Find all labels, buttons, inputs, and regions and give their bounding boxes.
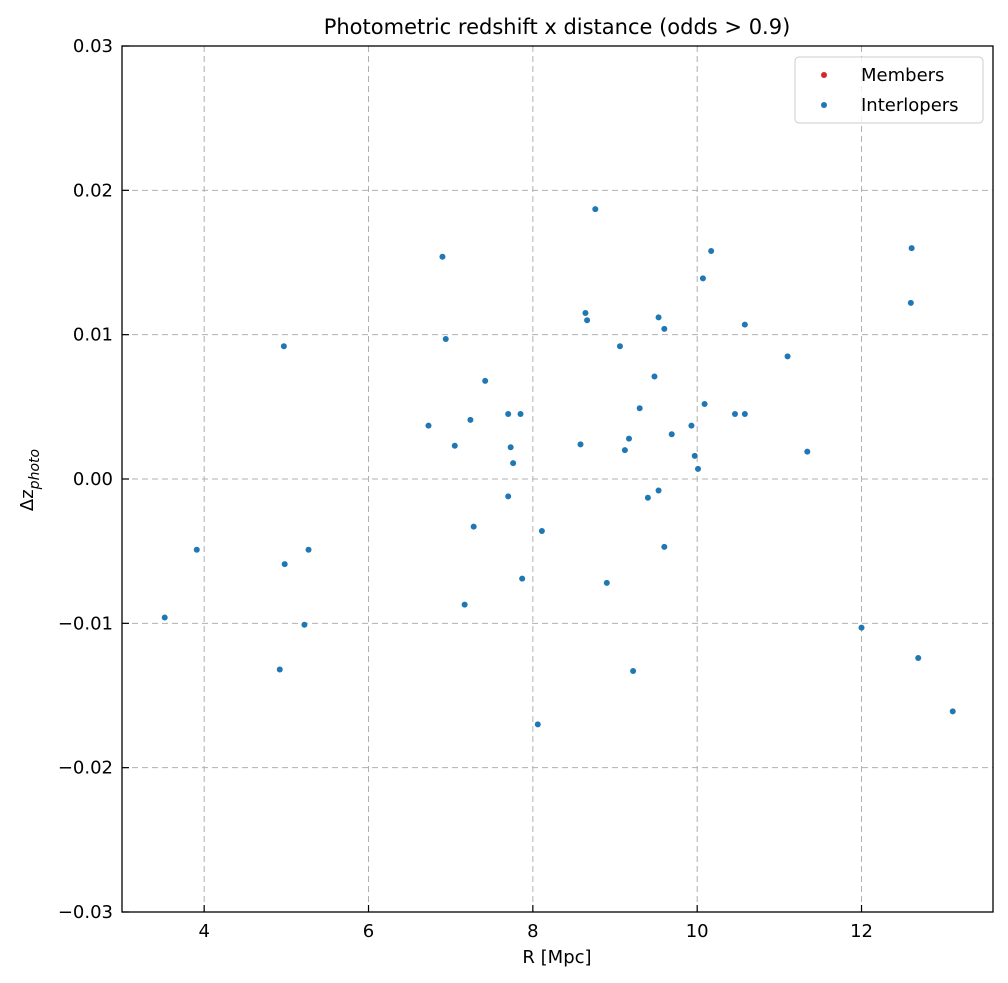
data-point-interlopers [699,275,706,282]
data-point-interlopers [603,579,610,586]
x-tick-label: 4 [198,921,209,942]
data-point-interlopers [661,325,668,332]
grid [122,46,993,912]
data-point-interlopers [858,624,865,631]
x-axis-label: R [Mpc] [522,947,591,968]
legend-marker-interlopers [821,102,827,108]
data-points [161,206,956,728]
data-point-interlopers [510,460,517,467]
data-point-interlopers [517,411,524,418]
x-tick-label: 10 [686,921,709,942]
data-point-interlopers [691,452,698,459]
data-point-interlopers [741,411,748,418]
x-tick-label: 8 [527,921,538,942]
data-point-interlopers [577,441,584,448]
data-point-interlopers [280,343,287,350]
legend-label-members: Members [861,65,944,86]
y-axis-label: Δzphoto [17,449,43,511]
y-tick-label: 0.00 [73,469,113,490]
data-point-interlopers [470,523,477,530]
data-point-interlopers [661,543,668,550]
data-point-interlopers [655,487,662,494]
y-axis-label-main: Δz [17,489,38,511]
x-tick-label: 12 [850,921,873,942]
data-point-interlopers [668,431,675,438]
data-point-interlopers [281,561,288,568]
x-tick-label: 6 [363,921,374,942]
data-point-interlopers [701,400,708,407]
data-point-interlopers [305,546,312,553]
y-axis-label-subscript: photo [27,449,43,490]
data-point-interlopers [625,435,632,442]
data-point-interlopers [784,353,791,360]
data-point-interlopers [439,253,446,260]
y-tick-label: 0.02 [73,180,113,201]
data-point-interlopers [621,447,628,454]
data-point-interlopers [519,575,526,582]
data-point-interlopers [505,411,512,418]
axis-ticks: 4 6 8 10 12 −0.03 −0.02 −0.01 0.00 0.01 0.02 0.03 [58,36,873,942]
y-tick-label: 0.01 [73,325,113,346]
data-point-interlopers [907,299,914,306]
y-tick-label: −0.02 [58,758,113,779]
data-point-interlopers [636,405,643,412]
data-point-interlopers [695,465,702,472]
y-tick-label: −0.03 [58,902,113,923]
data-point-interlopers [651,373,658,380]
data-point-interlopers [644,494,651,501]
chart-title: Photometric redshift x distance (odds > … [324,15,791,39]
data-point-interlopers [534,721,541,728]
data-point-interlopers [908,245,915,252]
legend: Members Interlopers [794,56,984,124]
data-point-interlopers [301,621,308,628]
y-tick-label: 0.03 [73,36,113,57]
data-point-interlopers [630,667,637,674]
data-point-interlopers [741,321,748,328]
legend-marker-members [821,72,827,78]
data-point-interlopers [655,314,662,321]
data-point-interlopers [582,310,589,317]
data-point-interlopers [482,377,489,384]
y-axis-label-text: Δzphoto [17,449,43,511]
data-point-interlopers [467,416,474,423]
legend-label-interlopers: Interlopers [861,95,959,116]
data-point-interlopers [616,343,623,350]
data-point-interlopers [425,422,432,429]
data-point-interlopers [708,247,715,254]
data-point-interlopers [276,666,283,673]
data-point-interlopers [451,442,458,449]
y-tick-label: −0.01 [58,613,113,634]
data-point-interlopers [688,422,695,429]
data-point-interlopers [584,317,591,324]
data-point-interlopers [949,708,956,715]
data-point-interlopers [193,546,200,553]
data-point-interlopers [507,444,514,451]
legend-box [794,56,984,124]
data-point-interlopers [461,601,468,608]
data-point-interlopers [731,411,738,418]
data-point-interlopers [538,527,545,534]
data-point-interlopers [442,335,449,342]
data-point-interlopers [915,654,922,661]
data-point-interlopers [592,206,599,213]
data-point-interlopers [505,493,512,500]
data-point-interlopers [161,614,168,621]
data-point-interlopers [804,448,811,455]
